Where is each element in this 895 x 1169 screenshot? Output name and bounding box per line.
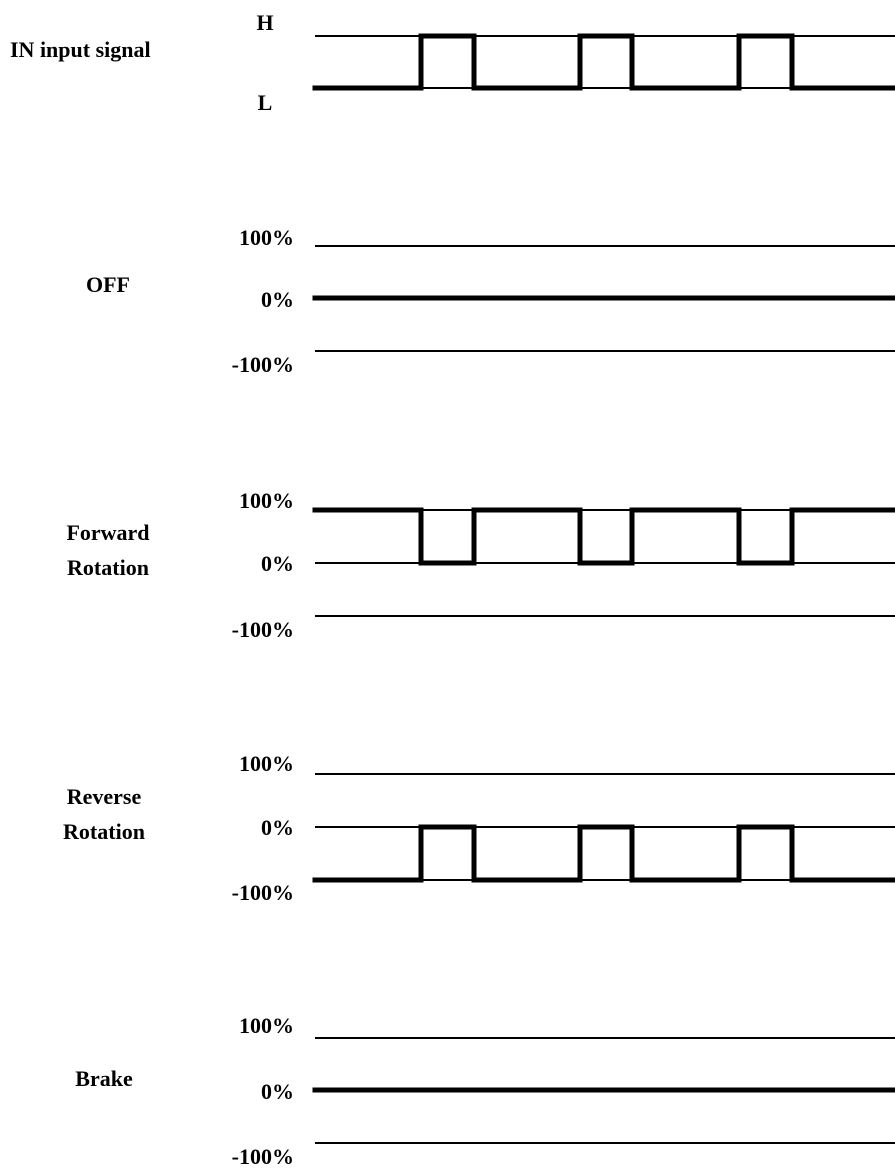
reverse-row-waveform — [312, 824, 895, 883]
reverse-row-label-0: 0% — [261, 815, 294, 840]
forward-row-label-minus-100: -100% — [232, 617, 294, 642]
brake-row-label-100: 100% — [239, 1013, 294, 1038]
reverse-row-label-minus-100: -100% — [232, 880, 294, 905]
forward-row-title-line1: Forward — [66, 520, 149, 545]
input-signal-row: IN input signal H L — [10, 10, 895, 115]
input-low-label: L — [258, 90, 273, 115]
brake-row-title: Brake — [75, 1066, 133, 1091]
input-signal-waveform — [312, 33, 895, 91]
input-signal-title: IN input signal — [10, 37, 151, 62]
input-high-label: H — [256, 10, 273, 35]
forward-rotation-row: Forward Rotation 100% 0% -100% — [66, 488, 895, 642]
reverse-row-title-line2: Rotation — [63, 819, 145, 844]
forward-row-label-0: 0% — [261, 551, 294, 576]
forward-row-waveform — [312, 507, 895, 566]
brake-row-label-minus-100: -100% — [232, 1144, 294, 1169]
forward-row-label-100: 100% — [239, 488, 294, 513]
reverse-row-label-100: 100% — [239, 751, 294, 776]
forward-row-title-line2: Rotation — [67, 555, 149, 580]
off-row: OFF 100% 0% -100% — [86, 225, 895, 377]
off-row-label-0: 0% — [261, 287, 294, 312]
reverse-row-title-line1: Reverse — [67, 784, 142, 809]
off-row-title: OFF — [86, 272, 130, 297]
brake-row-label-0: 0% — [261, 1079, 294, 1104]
reverse-rotation-row: Reverse Rotation 100% 0% -100% — [63, 751, 895, 905]
off-row-label-100: 100% — [239, 225, 294, 250]
off-row-label-minus-100: -100% — [232, 352, 294, 377]
brake-row: Brake 100% 0% -100% — [75, 1013, 895, 1169]
